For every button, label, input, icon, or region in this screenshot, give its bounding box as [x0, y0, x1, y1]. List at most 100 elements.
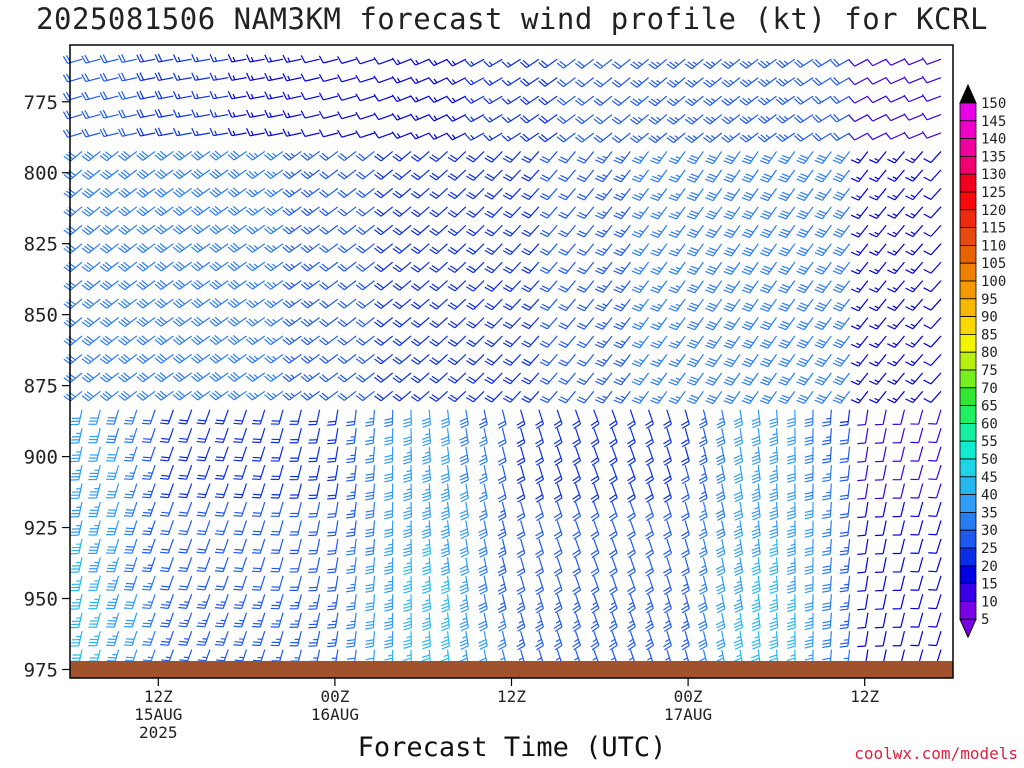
wind-barb [521, 206, 540, 219]
wind-barb [392, 298, 412, 310]
wind-barb [590, 483, 600, 503]
wind-barb [497, 594, 507, 614]
colorbar-label: 100 [981, 274, 1006, 290]
wind-barb [558, 261, 576, 275]
wind-barb [233, 612, 248, 628]
wind-barb [680, 520, 690, 540]
wind-barb [421, 520, 431, 539]
wind-barb [814, 206, 832, 220]
wind-barb [868, 390, 887, 404]
colorbar-label: 50 [981, 452, 998, 468]
y-tick-label: 900 [24, 447, 58, 469]
wind-barb [428, 114, 448, 122]
y-tick-label: 975 [24, 659, 58, 681]
wind-barb [191, 242, 211, 253]
wind-barb [923, 187, 942, 200]
wind-barb [118, 224, 138, 235]
wind-barb [466, 151, 485, 163]
wind-barb [227, 371, 247, 382]
wind-barb [337, 372, 357, 383]
wind-barb [502, 390, 522, 403]
wind-barb [246, 128, 265, 137]
wind-barb [733, 575, 744, 595]
wind-barb [608, 557, 618, 577]
wind-barb [839, 465, 851, 482]
wind-barb [447, 353, 467, 366]
wind-barb [630, 132, 649, 144]
wind-barb [264, 206, 284, 216]
wind-barb [63, 224, 83, 236]
wind-barb [535, 501, 545, 522]
wind-barb [630, 77, 649, 88]
wind-barb [923, 261, 942, 274]
wind-barb [556, 132, 576, 143]
wind-barb [484, 187, 503, 200]
wind-barb [318, 110, 339, 119]
wind-barb [191, 316, 211, 327]
wind-barb [686, 280, 704, 294]
wind-barb [778, 390, 796, 405]
wind-barb [233, 630, 248, 646]
wind-barb [741, 372, 759, 386]
wind-barb [590, 594, 600, 614]
wind-barb [374, 261, 394, 273]
wind-barb [270, 464, 284, 481]
wind-barb [796, 169, 814, 183]
wind-barb [663, 483, 672, 503]
wind-barb [812, 58, 832, 68]
wind-barb [410, 298, 430, 310]
wind-barb [196, 501, 211, 517]
wind-barb [300, 55, 320, 64]
wind-barb [723, 243, 741, 257]
wind-barb [595, 335, 613, 349]
wind-barb [308, 483, 321, 500]
colorbar-swatch [959, 565, 977, 584]
wind-barb [775, 77, 796, 87]
wind-barb [839, 446, 851, 464]
wind-barb [769, 520, 779, 539]
wind-barb [178, 612, 193, 628]
wind-barb [282, 169, 302, 180]
colorbar-swatch [959, 155, 977, 175]
wind-barb [289, 631, 302, 647]
wind-barb [141, 594, 156, 610]
colorbar-swatch [959, 529, 977, 549]
wind-barb [874, 594, 887, 610]
wind-barb [106, 538, 120, 554]
wind-barb [319, 169, 339, 180]
wind-barb [327, 557, 339, 574]
x-tick-label: 12Z [144, 687, 173, 706]
wind-barb [668, 390, 686, 405]
wind-barb [680, 428, 690, 448]
wind-barb [680, 612, 690, 632]
wind-barb [141, 409, 156, 425]
wind-barb [319, 298, 339, 309]
wind-barb [365, 483, 376, 501]
wind-barb [392, 335, 412, 347]
wind-barb [365, 557, 376, 575]
wind-barb [521, 151, 540, 164]
wind-barb [868, 206, 887, 219]
wind-barb [264, 298, 284, 309]
wind-barb [99, 335, 119, 346]
wind-barb [715, 520, 726, 540]
wind-barb [650, 243, 668, 257]
wind-barb [627, 612, 636, 632]
wind-barb [608, 520, 618, 540]
wind-barb [857, 409, 869, 426]
wind-barb [355, 261, 375, 272]
wind-barb [392, 150, 412, 162]
wind-barb [631, 224, 650, 238]
wind-barb [392, 224, 412, 236]
wind-barb [337, 298, 357, 309]
wind-barb [209, 242, 229, 253]
wind-barb [698, 575, 708, 595]
wind-barb [850, 372, 869, 386]
wind-barb [535, 630, 545, 651]
wind-barb [252, 428, 266, 444]
wind-barb [850, 243, 869, 257]
wind-barb [227, 335, 247, 346]
wind-barb [81, 298, 101, 309]
wind-barb [374, 280, 394, 291]
